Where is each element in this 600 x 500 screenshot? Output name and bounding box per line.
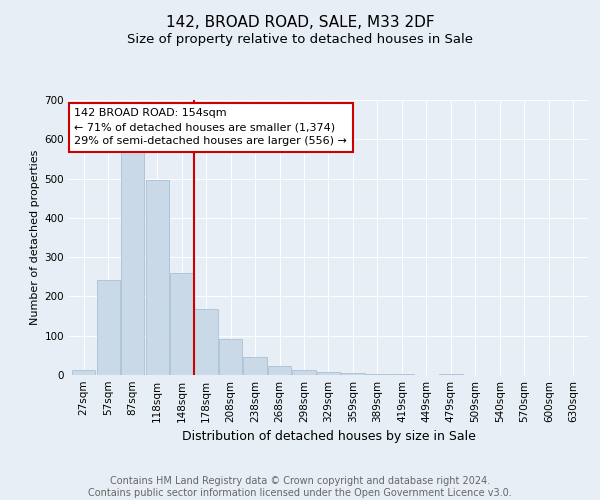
Bar: [121, 148, 144, 375]
Bar: [146, 180, 169, 375]
Text: Contains HM Land Registry data © Crown copyright and database right 2024.
Contai: Contains HM Land Registry data © Crown c…: [88, 476, 512, 498]
Bar: [366, 374, 389, 375]
Bar: [219, 339, 242, 375]
Bar: [268, 366, 291, 375]
Bar: [317, 372, 340, 375]
X-axis label: Distribution of detached houses by size in Sale: Distribution of detached houses by size …: [182, 430, 475, 444]
Bar: [292, 370, 316, 375]
Bar: [194, 309, 218, 375]
Bar: [341, 373, 365, 375]
Y-axis label: Number of detached properties: Number of detached properties: [31, 150, 40, 325]
Bar: [244, 356, 266, 375]
Text: 142, BROAD ROAD, SALE, M33 2DF: 142, BROAD ROAD, SALE, M33 2DF: [166, 15, 434, 30]
Text: 142 BROAD ROAD: 154sqm
← 71% of detached houses are smaller (1,374)
29% of semi-: 142 BROAD ROAD: 154sqm ← 71% of detached…: [74, 108, 347, 146]
Bar: [97, 280, 120, 375]
Bar: [391, 374, 413, 375]
Bar: [439, 374, 463, 375]
Text: Size of property relative to detached houses in Sale: Size of property relative to detached ho…: [127, 32, 473, 46]
Bar: [72, 370, 95, 375]
Bar: [170, 273, 193, 375]
